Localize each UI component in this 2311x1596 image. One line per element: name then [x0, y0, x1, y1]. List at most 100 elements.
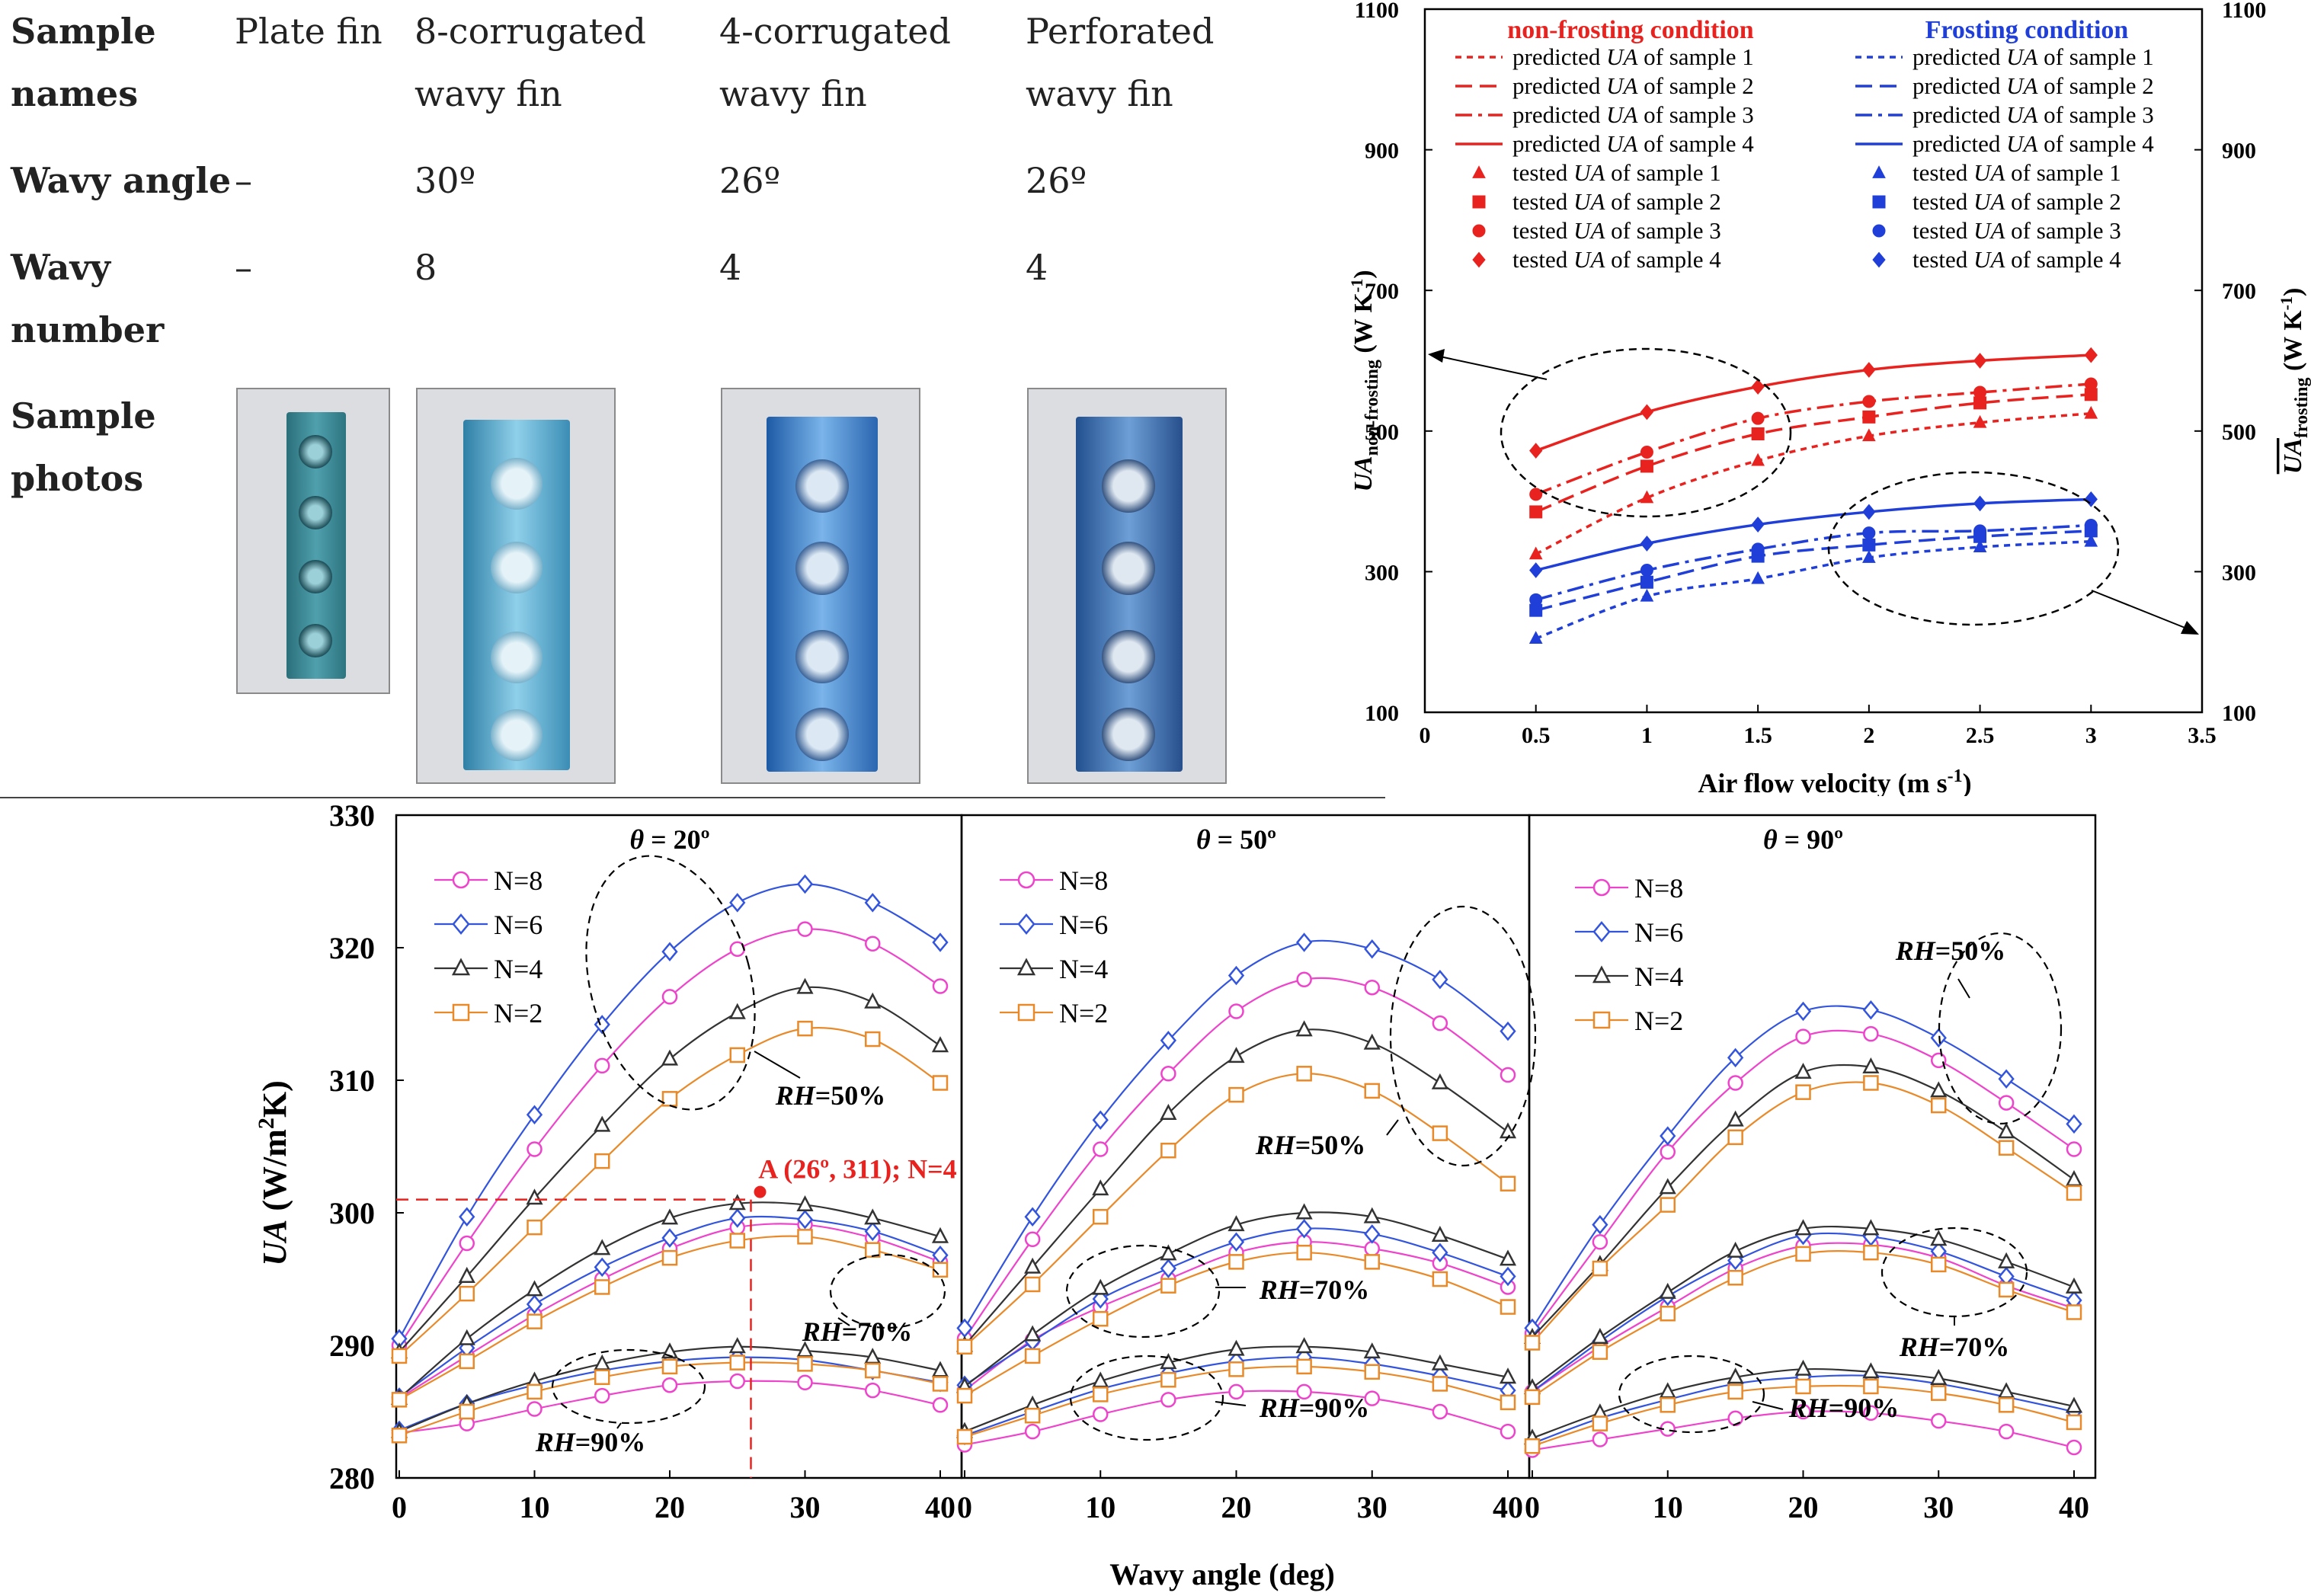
data-point-N=6 [1228, 1232, 1245, 1252]
data-point-N=4 [2065, 1169, 2083, 1186]
point-a-label: A (26º, 311); N=4 [758, 1154, 956, 1185]
series-line-1-N=8-50% [964, 977, 1509, 1339]
data-point-frosting-sample-1 [2084, 533, 2098, 547]
rh-group-ellipse [551, 1348, 706, 1425]
data-point-N=2 [1296, 1066, 1312, 1082]
data-point-N=2 [1592, 1415, 1608, 1431]
series-line-1-N=4-50% [964, 1028, 1509, 1346]
data-point-N=2 [1228, 1254, 1244, 1270]
data-point-N=4 [594, 1115, 611, 1132]
data-point-N=2 [2066, 1185, 2082, 1201]
data-point-N=8 [1024, 1231, 1041, 1248]
rh-label: RH=50% [1255, 1130, 1366, 1160]
top-ylabel-left: UAnon-frosting (W K-1) [1347, 270, 1382, 491]
data-point-N=8 [2066, 1439, 2082, 1456]
data-point-N=8 [1660, 1143, 1676, 1160]
data-point-N=4 [1363, 1207, 1381, 1223]
series-line-non-frosting-sample-2 [1535, 393, 2092, 513]
data-point-N=6 [1024, 1207, 1041, 1227]
data-point-frosting-sample-1 [1640, 588, 1654, 602]
data-point-non-frosting-sample-1 [1751, 453, 1765, 466]
data-point-non-frosting-sample-1 [1528, 546, 1543, 560]
data-point-N=2 [1364, 1083, 1380, 1099]
legend-entry-0-4: tested UA of sample 1 [1512, 159, 1721, 186]
data-point-N=2 [932, 1376, 949, 1392]
legend-entry-1-7: tested UA of sample 4 [1912, 246, 2121, 273]
rh-group-ellipse [1069, 1355, 1224, 1441]
bottom-xtick-label: 40 [925, 1490, 955, 1524]
data-point-N=6 [864, 893, 881, 913]
data-point-N=6 [526, 1294, 543, 1314]
data-point-N=2 [1931, 1385, 1947, 1401]
data-point-N=8 [1998, 1095, 2015, 1111]
data-point-N=2 [661, 1358, 678, 1375]
data-point-N=4 [1160, 1353, 1177, 1370]
series-line-0-N=8-50% [399, 928, 941, 1346]
data-point-N=2 [1727, 1270, 1743, 1286]
panel-title-2: θ = 90º [1763, 824, 1843, 855]
data-point-N=8 [1795, 1028, 1811, 1044]
bottom-xtick-label: 10 [520, 1490, 550, 1524]
data-point-N=4 [2065, 1396, 2083, 1413]
data-point-N=2 [2066, 1414, 2082, 1431]
data-point-non-frosting-sample-1 [1640, 490, 1654, 504]
data-point-N=6 [1295, 932, 1313, 952]
legend-entry-0-2: predicted UA of sample 3 [1512, 101, 1754, 128]
rh-label: RH=50% [1895, 936, 2006, 966]
legend-entry-1-4: tested UA of sample 1 [1912, 159, 2121, 186]
data-point-N=4 [1363, 1342, 1381, 1359]
data-point-N=2 [956, 1387, 973, 1404]
data-point-N=2 [1524, 1438, 1541, 1454]
data-point-N=2 [1024, 1348, 1041, 1364]
photo-8-corrugated [416, 388, 616, 784]
data-point-N=2 [594, 1369, 610, 1386]
rh-group-ellipse [829, 1253, 946, 1329]
wavy-angle-perforated: 26º [1026, 160, 1087, 201]
data-point-frosting-sample-4 [1973, 495, 1987, 512]
data-point-N=4 [728, 1337, 746, 1354]
data-point-N=6 [932, 932, 949, 952]
data-point-N=4 [1659, 1178, 1676, 1195]
bottom-xtick-label: 0 [957, 1490, 972, 1524]
series-line-non-frosting-sample-4 [1535, 353, 2092, 453]
data-point-N=2 [1432, 1376, 1448, 1392]
data-point-N=4 [1024, 1257, 1042, 1274]
bottom-legend-label: N=2 [494, 998, 543, 1028]
top-xtick-label: 3 [2085, 723, 2097, 748]
data-point-N=4 [1794, 1062, 1812, 1079]
rh-label: RH=90% [1259, 1393, 1370, 1423]
bottom-xtick-label: 20 [1221, 1490, 1252, 1524]
bottom-xtick-label: 0 [1525, 1490, 1540, 1524]
data-point-N=2 [1931, 1097, 1947, 1114]
top-xtick-label: 2.5 [1966, 723, 1995, 748]
bottom-xtick-label: 30 [1357, 1490, 1388, 1524]
data-point-N=2 [1931, 1256, 1947, 1273]
bottom-legend-label: N=4 [1059, 954, 1108, 984]
data-point-N=2 [1500, 1394, 1516, 1411]
data-point-N=2 [1228, 1361, 1244, 1377]
data-point-N=4 [1160, 1103, 1177, 1120]
legend-entry-1-5: tested UA of sample 2 [1912, 188, 2121, 215]
top-xtick-label: 0.5 [1522, 723, 1551, 748]
data-point-N=4 [1591, 1327, 1608, 1345]
data-point-frosting-sample-2 [1640, 575, 1653, 589]
data-point-N=2 [1660, 1305, 1676, 1322]
series-line-non-frosting-sample-3 [1535, 382, 2092, 496]
data-point-N=2 [1432, 1125, 1448, 1141]
section-divider [0, 797, 1385, 798]
data-point-N=2 [1093, 1208, 1109, 1225]
data-point-N=8 [797, 1374, 813, 1390]
data-point-non-frosting-sample-4 [1640, 404, 1654, 421]
bottom-xtick-label: 10 [1653, 1490, 1683, 1524]
data-point-N=4 [728, 1003, 746, 1019]
top-xlabel: Air flow velocity (m s-1) [1698, 766, 1971, 796]
data-point-frosting-sample-3 [1973, 524, 1987, 538]
data-point-N=2 [1592, 1260, 1608, 1277]
rh-label: RH=90% [535, 1427, 646, 1457]
data-point-N=2 [1660, 1197, 1676, 1213]
bottom-xtick-label: 30 [1923, 1490, 1954, 1524]
data-point-N=4 [1160, 1244, 1177, 1261]
data-point-N=8 [1931, 1412, 1947, 1429]
bottom-ytick-label: 310 [329, 1063, 375, 1098]
bottom-legend-label: N=8 [1059, 865, 1108, 896]
